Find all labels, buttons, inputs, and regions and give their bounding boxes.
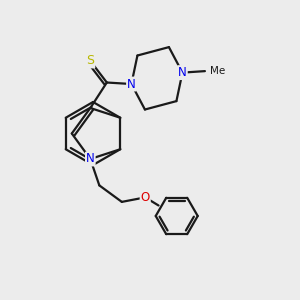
- Text: N: N: [178, 66, 187, 79]
- Text: S: S: [86, 54, 94, 68]
- Text: N: N: [86, 152, 95, 166]
- Text: N: N: [127, 77, 136, 91]
- Text: Me: Me: [210, 66, 226, 76]
- Text: O: O: [141, 191, 150, 204]
